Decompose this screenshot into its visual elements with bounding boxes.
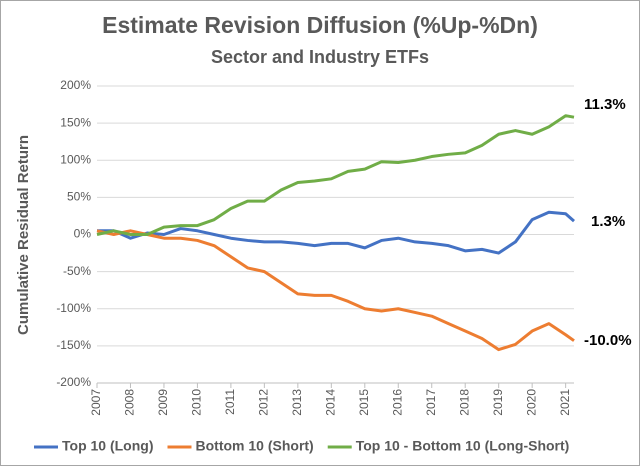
x-tick-label: 2012 (257, 389, 271, 416)
x-tick-label: 2018 (457, 389, 471, 416)
x-tick-label: 2016 (390, 389, 404, 416)
x-tick-label: 2010 (190, 389, 204, 416)
y-tick-label: 150% (60, 115, 91, 129)
annotation: 1.3% (591, 213, 625, 230)
series-line (97, 210, 575, 255)
annotation: 11.3% (584, 96, 626, 113)
chart-subtitle: Sector and Industry ETFs (211, 47, 429, 67)
y-tick-label: 200% (60, 78, 91, 92)
y-tick-label: 50% (67, 190, 91, 204)
x-tick-label: 2021 (558, 389, 572, 416)
x-tick-label: 2017 (424, 389, 438, 416)
x-tick-label: 2009 (156, 389, 170, 416)
x-tick-label: 2011 (223, 389, 237, 415)
y-tick-label: 100% (60, 152, 91, 166)
x-tick-label: 2015 (357, 389, 371, 416)
y-axis-title: Cumulative Residual Return (15, 135, 32, 335)
y-tick-label: 0% (74, 227, 92, 241)
legend-label: Top 10 (Long) (62, 438, 154, 454)
series-line (96, 229, 575, 352)
x-tick-label: 2014 (323, 389, 337, 416)
x-tick-label: 2013 (290, 389, 304, 416)
legend-label: Top 10 - Bottom 10 (Long-Short) (356, 438, 570, 454)
y-tick-label: -100% (56, 301, 91, 315)
chart-title: Estimate Revision Diffusion (%Up-%Dn) (102, 12, 538, 38)
legend-label: Bottom 10 (Short) (196, 438, 314, 454)
annotation: -10.0% (584, 332, 632, 349)
y-tick-label: -200% (56, 375, 91, 389)
x-tick-label: 2019 (491, 389, 505, 416)
y-tick-label: -50% (63, 264, 91, 278)
x-tick-label: 2007 (89, 389, 103, 416)
x-tick-label: 2008 (123, 389, 137, 416)
y-tick-label: -150% (56, 338, 91, 352)
x-tick-label: 2020 (524, 389, 538, 416)
series-line (96, 114, 575, 236)
